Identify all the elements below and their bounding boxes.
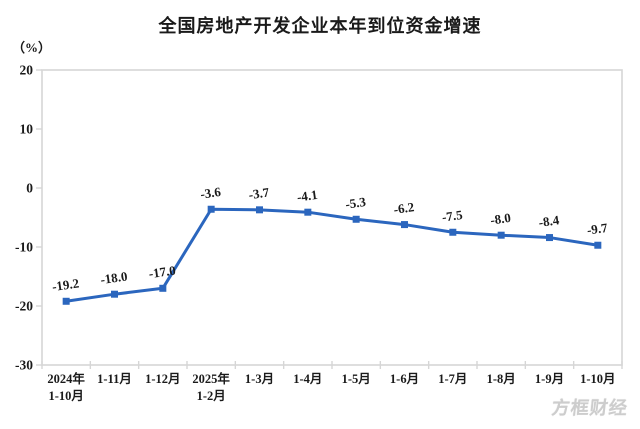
x-axis-category-label: 1-5月 bbox=[342, 372, 371, 386]
y-axis-tick-label: -20 bbox=[15, 299, 33, 314]
data-point-label: -3.7 bbox=[248, 184, 271, 202]
x-axis-category-label: 1-10月 bbox=[48, 389, 83, 403]
y-axis-unit-label: （%） bbox=[12, 40, 52, 55]
y-axis-tick-label: 0 bbox=[26, 181, 33, 196]
x-axis-category-label: 1-2月 bbox=[197, 389, 226, 403]
data-point-label: -19.2 bbox=[51, 276, 80, 295]
data-point-label: -9.7 bbox=[586, 220, 609, 238]
data-point-marker bbox=[497, 231, 505, 239]
data-point-marker bbox=[449, 228, 457, 236]
x-axis-category-label: 1-4月 bbox=[293, 372, 322, 386]
x-axis-category-label: 1-11月 bbox=[97, 372, 132, 386]
x-axis-category-label: 1-7月 bbox=[438, 372, 467, 386]
data-point-marker bbox=[256, 206, 263, 214]
data-point-label: -8.4 bbox=[538, 212, 561, 230]
data-point-marker bbox=[546, 234, 553, 242]
x-axis-category-label: 1-12月 bbox=[145, 372, 180, 386]
data-point-marker bbox=[352, 215, 360, 223]
data-point-marker bbox=[594, 241, 602, 249]
y-axis-tick-label: -10 bbox=[15, 240, 33, 255]
y-axis-tick-label: 10 bbox=[20, 122, 34, 137]
y-axis-tick-label: -30 bbox=[15, 358, 33, 373]
data-point-marker bbox=[159, 284, 167, 292]
data-point-marker bbox=[62, 297, 70, 305]
data-point-marker bbox=[401, 221, 408, 229]
x-axis-category-label: 1-6月 bbox=[390, 372, 419, 386]
data-point-marker bbox=[207, 205, 215, 213]
data-line bbox=[65, 207, 599, 303]
data-point-marker bbox=[111, 290, 118, 298]
data-point-label: -6.2 bbox=[393, 199, 415, 217]
x-axis-category-label: 2024年 bbox=[47, 371, 85, 386]
data-point-label: -5.3 bbox=[344, 194, 367, 212]
data-point-label: -17.0 bbox=[148, 263, 177, 282]
data-point-label: -7.5 bbox=[441, 207, 464, 225]
x-axis-category-label: 1-10月 bbox=[580, 372, 615, 386]
plot-border bbox=[41, 69, 623, 366]
y-axis-tick-label: 20 bbox=[20, 63, 34, 78]
data-point-label: -18.0 bbox=[99, 268, 128, 287]
x-axis-category-label: 1-8月 bbox=[487, 372, 516, 386]
data-point-label: -4.1 bbox=[296, 187, 318, 205]
x-axis-category-label: 1-3月 bbox=[245, 372, 274, 386]
chart-title: 全国房地产开发企业本年到位资金增速 bbox=[158, 16, 482, 36]
watermark: 方框财经 bbox=[550, 398, 629, 418]
data-point-label: -3.6 bbox=[199, 184, 222, 202]
x-axis-category-label: 2025年 bbox=[192, 371, 230, 386]
x-axis-category-label: 1-9月 bbox=[535, 372, 564, 386]
data-point-label: -8.0 bbox=[489, 210, 511, 228]
data-point-marker bbox=[304, 208, 312, 216]
